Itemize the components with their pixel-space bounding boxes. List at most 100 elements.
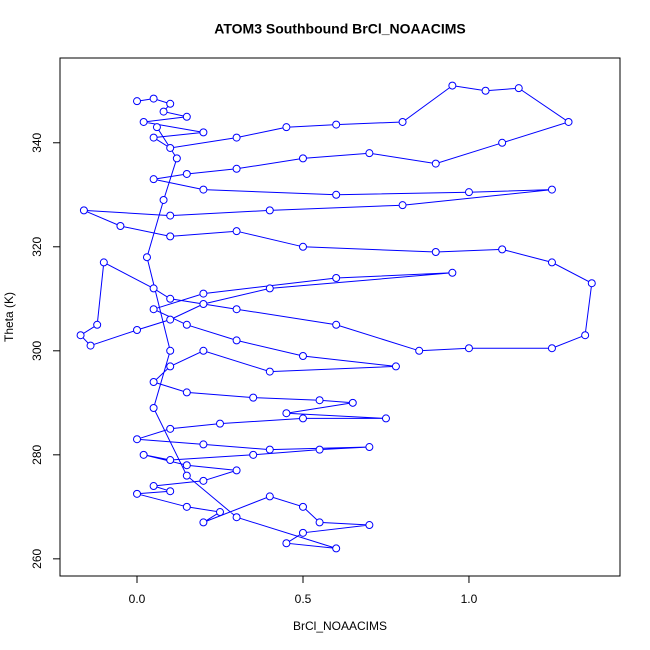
point <box>149 305 158 314</box>
point <box>166 362 175 371</box>
point <box>564 117 573 126</box>
point <box>166 424 175 433</box>
point <box>464 188 473 197</box>
point <box>232 305 241 314</box>
point <box>166 487 175 496</box>
point <box>232 164 241 173</box>
point <box>159 195 168 204</box>
point <box>166 232 175 241</box>
point <box>199 346 208 355</box>
point <box>232 133 241 142</box>
point <box>149 133 158 142</box>
point <box>149 175 158 184</box>
point <box>348 398 357 407</box>
point <box>133 326 142 335</box>
point <box>133 489 142 498</box>
point <box>199 289 208 298</box>
point <box>498 245 507 254</box>
point <box>199 518 208 527</box>
point <box>249 450 258 459</box>
point <box>448 268 457 277</box>
y-tick-label: 280 <box>30 444 44 464</box>
point <box>298 154 307 163</box>
point <box>216 508 224 517</box>
point <box>315 518 324 527</box>
point <box>216 419 224 428</box>
point <box>298 414 307 423</box>
point <box>431 247 440 256</box>
point <box>298 242 307 251</box>
point <box>182 112 191 121</box>
point <box>149 284 158 293</box>
y-tick-label: 260 <box>30 549 44 569</box>
point <box>315 396 324 405</box>
point <box>298 352 307 361</box>
point <box>332 544 341 553</box>
point <box>232 227 241 236</box>
point <box>166 211 175 220</box>
point <box>298 528 307 537</box>
point <box>265 445 274 454</box>
point <box>116 221 125 230</box>
point <box>448 81 457 90</box>
point <box>365 443 374 452</box>
point <box>282 539 291 548</box>
point <box>398 201 407 210</box>
point <box>332 120 341 129</box>
point <box>166 456 175 465</box>
chart-title: ATOM3 Southbound BrCl_NOAACIMS <box>214 21 465 37</box>
point <box>159 107 168 116</box>
point <box>232 466 241 475</box>
point <box>172 154 181 163</box>
point <box>415 346 424 355</box>
point <box>547 344 556 353</box>
point <box>431 159 440 168</box>
point <box>133 435 142 444</box>
y-tick-label: 300 <box>30 340 44 360</box>
point <box>166 99 175 108</box>
point <box>282 409 291 418</box>
point <box>265 284 274 293</box>
point <box>298 502 307 511</box>
point <box>332 273 341 282</box>
point <box>265 206 274 215</box>
point <box>133 97 142 106</box>
point <box>166 315 175 324</box>
y-axis-label: Theta (K) <box>2 292 16 342</box>
point <box>398 117 407 126</box>
point <box>182 502 191 511</box>
point <box>93 320 102 329</box>
point <box>182 169 191 178</box>
point <box>182 461 191 470</box>
point <box>139 450 148 459</box>
plot-frame <box>59 57 621 577</box>
x-tick-label: 1.0 <box>461 592 478 606</box>
point <box>139 117 148 126</box>
point <box>149 378 158 387</box>
point <box>232 513 241 522</box>
point <box>481 86 490 95</box>
point <box>514 84 523 93</box>
point <box>199 476 208 485</box>
x-axis-label: BrCl_NOAACIMS <box>293 619 387 633</box>
point <box>282 123 291 132</box>
point <box>315 445 324 454</box>
point <box>86 341 95 350</box>
point <box>76 331 85 340</box>
point <box>464 344 473 353</box>
point <box>166 294 175 303</box>
point <box>547 185 556 194</box>
point <box>152 123 161 132</box>
point <box>182 320 191 329</box>
point <box>166 346 175 355</box>
y-tick-label: 320 <box>30 236 44 256</box>
point <box>199 128 208 137</box>
point <box>365 149 374 158</box>
point <box>381 414 390 423</box>
point <box>547 258 556 267</box>
point <box>249 393 258 402</box>
point <box>587 279 596 288</box>
point <box>199 299 208 308</box>
